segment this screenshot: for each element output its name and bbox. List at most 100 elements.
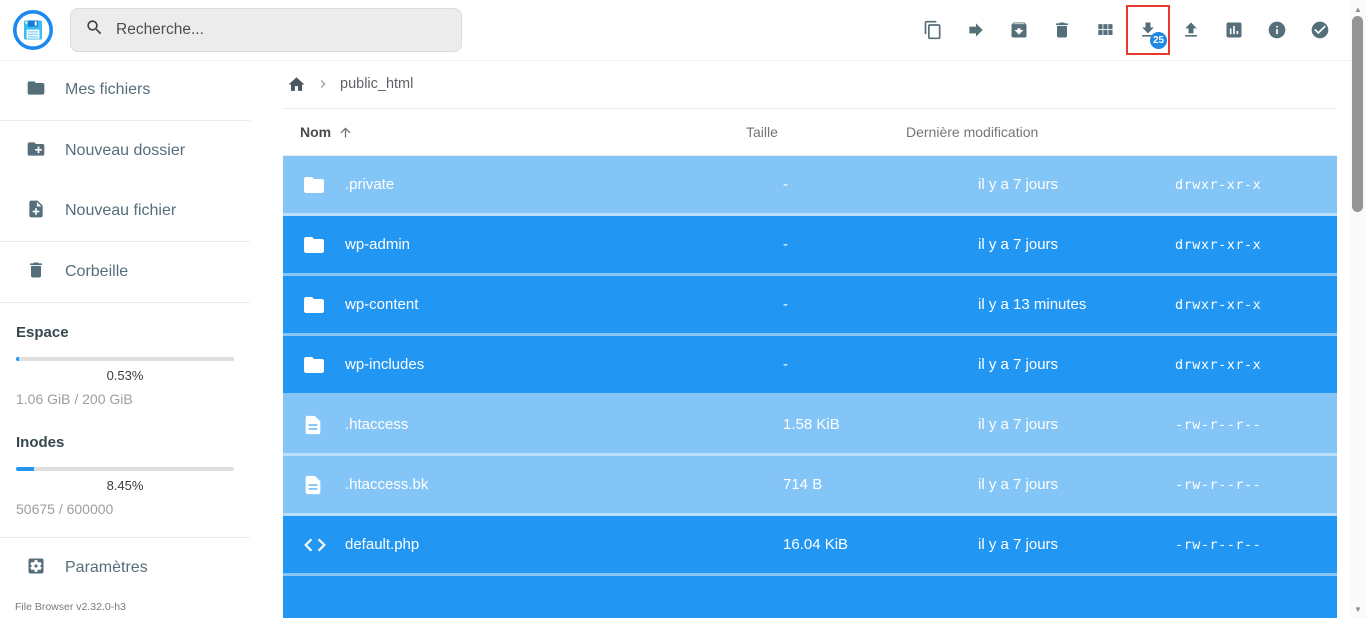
space-progress-fill <box>16 357 19 361</box>
move-button[interactable] <box>956 7 996 53</box>
folder-icon <box>283 173 345 197</box>
sidebar-item-mes-fichiers[interactable]: Mes fichiers <box>0 60 250 120</box>
folder-icon <box>283 293 345 317</box>
file-name: .htaccess.bk <box>345 476 429 493</box>
space-detail: 1.06 GiB / 200 GiB <box>16 391 133 407</box>
table-row[interactable]: .private - il y a 7 jours drwxr-xr-x <box>283 156 1337 216</box>
file-permissions: drwxr-xr-x <box>1175 296 1262 313</box>
sidebar-item-label: Paramètres <box>65 559 148 576</box>
app-version: File Browser v2.32.0-h3 <box>15 601 126 613</box>
new-file-icon <box>26 199 46 224</box>
table-row[interactable]: wp-includes - il y a 7 jours drwxr-xr-x <box>283 336 1337 396</box>
scrollbar-down-arrow[interactable]: ▼ <box>1354 604 1362 614</box>
trash-icon <box>1052 20 1072 40</box>
table-row[interactable]: default.php 16.04 KiB il y a 7 jours -rw-r-… <box>283 516 1337 576</box>
file-name: .htaccess <box>345 416 409 433</box>
sidebar-nav: Mes fichiers Nouveau dossier Nouveau fichi… <box>0 60 250 303</box>
file-name: .private <box>345 176 395 193</box>
inodes-progress-fill <box>16 467 35 471</box>
table-row-partial[interactable] <box>283 576 1337 618</box>
file-size: - <box>783 296 788 313</box>
divider <box>0 537 250 538</box>
file-size: - <box>783 356 788 373</box>
file-name: default.php <box>345 536 420 553</box>
page-scrollbar: ▲ ▼ <box>1350 0 1366 618</box>
file-size: 16.04 KiB <box>783 536 849 553</box>
file-permissions: -rw-r--r-- <box>1175 476 1262 493</box>
table-row[interactable]: .htaccess.bk 714 B il y a 7 jours -rw-r--r-… <box>283 456 1337 516</box>
sidebar-item-nouveau-dossier[interactable]: Nouveau dossier <box>0 121 250 181</box>
column-header-modified[interactable]: Dernière modification <box>906 124 1039 140</box>
table-row[interactable]: .htaccess 1.58 KiB il y a 7 jours -rw-r--r-… <box>283 396 1337 456</box>
usage-section: Espace 0.53% 1.06 GiB / 200 GiB Inodes 8… <box>0 324 250 517</box>
bar-chart-icon <box>1224 20 1244 40</box>
sidebar-item-label: Nouveau fichier <box>65 202 177 219</box>
space-title: Espace <box>16 324 69 341</box>
download-count-badge: 25 <box>1150 32 1167 49</box>
move-arrow-icon <box>966 20 986 40</box>
search-input[interactable] <box>116 21 447 39</box>
sidebar-item-settings[interactable]: Paramètres <box>0 538 250 598</box>
folder-icon <box>26 78 46 103</box>
check-circle-icon <box>1310 20 1330 40</box>
table-row[interactable]: wp-content - il y a 13 minutes drwxr-xr-x <box>283 276 1337 336</box>
breadcrumb: public_html <box>283 60 1337 109</box>
new-folder-icon <box>26 139 46 164</box>
settings-icon <box>26 556 46 581</box>
switch-view-button[interactable] <box>1085 7 1125 53</box>
sort-ascending-icon <box>340 127 351 137</box>
file-name: wp-includes <box>345 356 425 373</box>
file-modified: il y a 13 minutes <box>978 296 1087 313</box>
search-box[interactable] <box>70 8 462 52</box>
folder-icon <box>283 353 345 377</box>
file-size: 1.58 KiB <box>783 416 840 433</box>
folder-icon <box>283 233 345 257</box>
info-button[interactable] <box>1257 7 1297 53</box>
delete-button[interactable] <box>1042 7 1082 53</box>
copy-icon <box>923 20 943 40</box>
sidebar-item-corbeille[interactable]: Corbeille <box>0 242 250 302</box>
download-icon <box>1138 20 1158 40</box>
archive-button[interactable] <box>999 7 1039 53</box>
copy-button[interactable] <box>913 7 953 53</box>
file-modified: il y a 7 jours <box>978 236 1059 253</box>
file-permissions: -rw-r--r-- <box>1175 416 1262 433</box>
divider <box>0 302 250 303</box>
sidebar-item-label: Nouveau dossier <box>65 142 186 159</box>
sidebar-item-label: Corbeille <box>65 263 129 280</box>
sidebar: Mes fichiers Nouveau dossier Nouveau fichi… <box>0 60 250 618</box>
scrollbar-up-arrow[interactable]: ▲ <box>1354 4 1362 14</box>
toolbar: 25 <box>913 5 1340 55</box>
file-permissions: -rw-r--r-- <box>1175 536 1262 553</box>
file-area: public_html Nom Taille Dernière modifica… <box>283 60 1337 618</box>
file-permissions: drwxr-xr-x <box>1175 356 1262 373</box>
scrollbar-thumb[interactable] <box>1352 16 1363 212</box>
file-icon <box>283 474 345 496</box>
file-modified: il y a 7 jours <box>978 356 1059 373</box>
upload-button[interactable] <box>1171 7 1211 53</box>
download-button[interactable]: 25 <box>1126 5 1170 55</box>
file-modified: il y a 7 jours <box>978 476 1059 493</box>
file-modified: il y a 7 jours <box>978 536 1059 553</box>
search-icon <box>85 18 104 42</box>
select-multiple-button[interactable] <box>1300 7 1340 53</box>
file-permissions: drwxr-xr-x <box>1175 236 1262 253</box>
chevron-right-icon <box>315 76 331 92</box>
top-bar: 25 <box>0 0 1350 60</box>
breadcrumb-path[interactable]: public_html <box>340 76 414 92</box>
table-row[interactable]: wp-admin - il y a 7 jours drwxr-xr-x <box>283 216 1337 276</box>
stats-button[interactable] <box>1214 7 1254 53</box>
sidebar-item-label: Mes fichiers <box>65 81 151 98</box>
code-icon <box>283 532 345 558</box>
home-icon[interactable] <box>287 75 306 94</box>
divider <box>0 120 250 121</box>
column-header-name[interactable]: Nom <box>300 124 746 140</box>
sidebar-item-nouveau-fichier[interactable]: Nouveau fichier <box>0 181 250 241</box>
inodes-percent: 8.45% <box>106 478 144 493</box>
upload-icon <box>1181 20 1201 40</box>
file-browser-logo-icon[interactable] <box>12 9 54 51</box>
file-name: wp-content <box>345 296 419 313</box>
info-icon <box>1267 20 1287 40</box>
file-listing: .private - il y a 7 jours drwxr-xr-x wp-admi… <box>283 156 1337 618</box>
column-header-size[interactable]: Taille <box>746 124 778 140</box>
